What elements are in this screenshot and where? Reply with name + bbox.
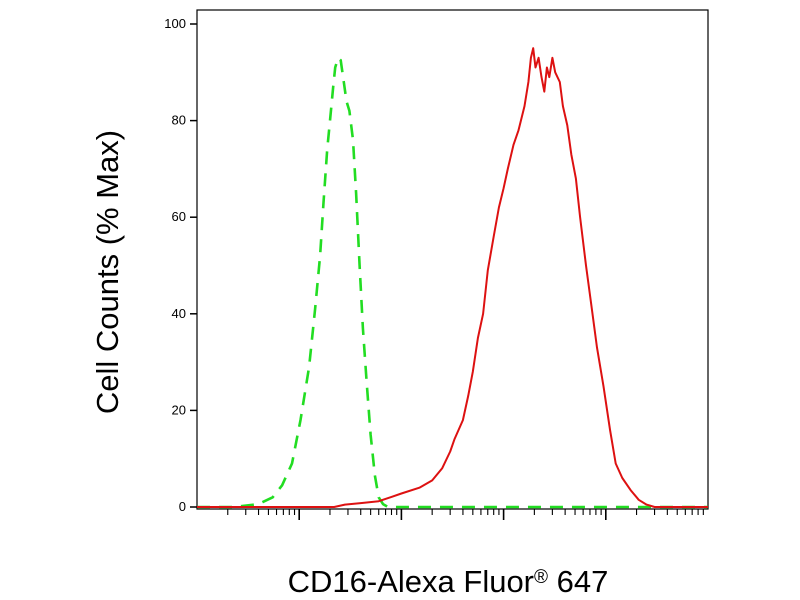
y-tick-label-100: 100	[164, 16, 186, 31]
plot-area	[196, 9, 709, 510]
y-axis-title: Cell Counts (% Max)	[90, 130, 125, 414]
y-tick-label-40: 40	[172, 306, 186, 321]
x-axis-title-superscript: ®	[534, 567, 548, 588]
x-axis-title-main: CD16-Alexa Fluor	[288, 564, 534, 599]
series-line-2	[197, 47, 708, 508]
y-axis: 0 20 40 60 80 100	[164, 16, 197, 514]
y-tick-label-80: 80	[172, 113, 186, 128]
series-line-1	[197, 56, 708, 509]
y-tick-label-60: 60	[172, 209, 186, 224]
x-axis	[227, 509, 704, 520]
y-tick-label-20: 20	[172, 402, 186, 417]
x-axis-title-suffix: 647	[548, 564, 608, 599]
y-tick-label-0: 0	[179, 499, 186, 514]
plot-frame	[196, 9, 709, 510]
x-axis-title: CD16-Alexa Fluor® 647	[288, 564, 609, 599]
